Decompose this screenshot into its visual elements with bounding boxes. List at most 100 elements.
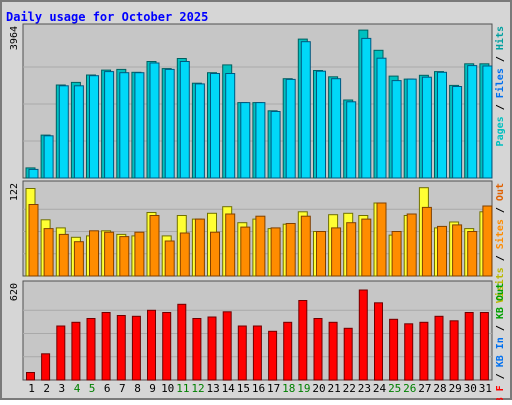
bar-files (300, 41, 311, 179)
legend-entry: KB In (495, 337, 506, 367)
legend-entry: Out (495, 183, 506, 201)
bar-files (285, 78, 296, 179)
panel-legend: Pages / Files / Hits (494, 26, 506, 146)
bar-sites (58, 233, 69, 277)
x-tick-label: 26 (403, 382, 416, 395)
bar-files (225, 73, 236, 179)
bar-sites (452, 224, 463, 277)
x-tick-label: 20 (312, 382, 325, 395)
panel-max-label: 620 (9, 283, 20, 301)
x-tick-label: 6 (104, 382, 111, 395)
bar-sites (255, 215, 266, 277)
x-tick-label: 1 (28, 382, 35, 395)
bar-sites (421, 206, 432, 277)
bar-kb-f (479, 312, 489, 381)
bar-kb-f (222, 311, 232, 381)
bar-sites (437, 225, 447, 277)
bar-sites (331, 227, 342, 277)
bar-files (194, 83, 205, 179)
bar-kb-f (328, 321, 338, 381)
bar-kb-f (358, 289, 368, 381)
bar-files (406, 78, 417, 179)
bar-kb-f (41, 353, 51, 381)
legend-entry: Visits (494, 267, 506, 303)
bar-files (43, 135, 54, 179)
bar-sites (482, 205, 493, 277)
x-tick-label: 10 (161, 382, 174, 395)
x-tick-label: 11 (176, 382, 189, 395)
bar-kb-f (207, 316, 217, 381)
legend-separator: / (495, 249, 506, 267)
x-tick-label: 30 (464, 382, 477, 395)
bar-kb-f (389, 318, 399, 381)
bar-kb-f (419, 321, 429, 381)
bar-files (391, 80, 402, 179)
bar-sites (104, 231, 115, 277)
bar-kb-f (464, 312, 474, 381)
panel-max-label: 122 (9, 183, 20, 201)
x-tick-label: 31 (479, 382, 492, 395)
x-tick-label: 12 (191, 382, 204, 395)
bar-sites (406, 213, 417, 277)
x-tick-label: 2 (43, 382, 50, 395)
bar-kb-f (298, 300, 308, 381)
bar-sites (179, 232, 190, 277)
bar-kb-f (147, 309, 156, 381)
bar-sites (316, 231, 326, 277)
bar-sites (164, 240, 175, 277)
x-tick-label: 25 (388, 382, 401, 395)
bar-files (58, 85, 69, 179)
legend-separator: / (495, 201, 506, 219)
x-tick-label: 29 (449, 382, 462, 395)
bar-files (316, 70, 326, 179)
bar-kb-f (313, 318, 323, 381)
chart-title: Daily usage for October 2025 (6, 10, 208, 24)
bar-files (104, 71, 115, 179)
bar-kb-f (101, 312, 111, 381)
bar-files (240, 102, 251, 179)
x-tick-label: 23 (358, 382, 371, 395)
panel-legend: Visits / Sites / Out (494, 183, 506, 303)
bar-kb-f (162, 312, 172, 381)
legend-entry: KB F (495, 385, 506, 400)
bar-sites (467, 231, 478, 277)
legend-separator: / (495, 50, 506, 68)
legend-entry: Files (494, 68, 506, 98)
bar-kb-f (252, 325, 262, 381)
x-tick-label: 13 (206, 382, 219, 395)
bar-sites (300, 215, 311, 277)
bar-sites (134, 231, 145, 277)
legend-entry: Hits (494, 26, 506, 50)
bar-kb-f (268, 330, 278, 381)
bar-sites (149, 215, 160, 277)
bar-kb-f (283, 321, 293, 381)
x-tick-label: 8 (134, 382, 141, 395)
legend-separator: / (495, 319, 506, 337)
bar-files (119, 72, 130, 179)
bar-sites (210, 231, 220, 277)
bar-sites (225, 213, 236, 277)
bar-kb-f (404, 323, 414, 381)
x-tick-label: 18 (282, 382, 295, 395)
bar-sites (361, 218, 372, 277)
bar-kb-f (177, 303, 187, 381)
bar-files (437, 71, 447, 179)
bar-sites (43, 228, 54, 277)
legend-entry: Pages (495, 116, 506, 146)
bar-files (149, 62, 160, 179)
x-tick-label: 15 (237, 382, 250, 395)
bar-files (164, 68, 175, 179)
bar-sites (194, 218, 205, 277)
bar-kb-f (449, 320, 459, 381)
x-tick-label: 16 (252, 382, 265, 395)
bar-files (210, 73, 220, 179)
bar-kb-f (237, 325, 247, 381)
x-tick-label: 28 (433, 382, 446, 395)
x-tick-label: 21 (327, 382, 340, 395)
bar-files (28, 168, 39, 179)
bar-files (179, 61, 190, 179)
